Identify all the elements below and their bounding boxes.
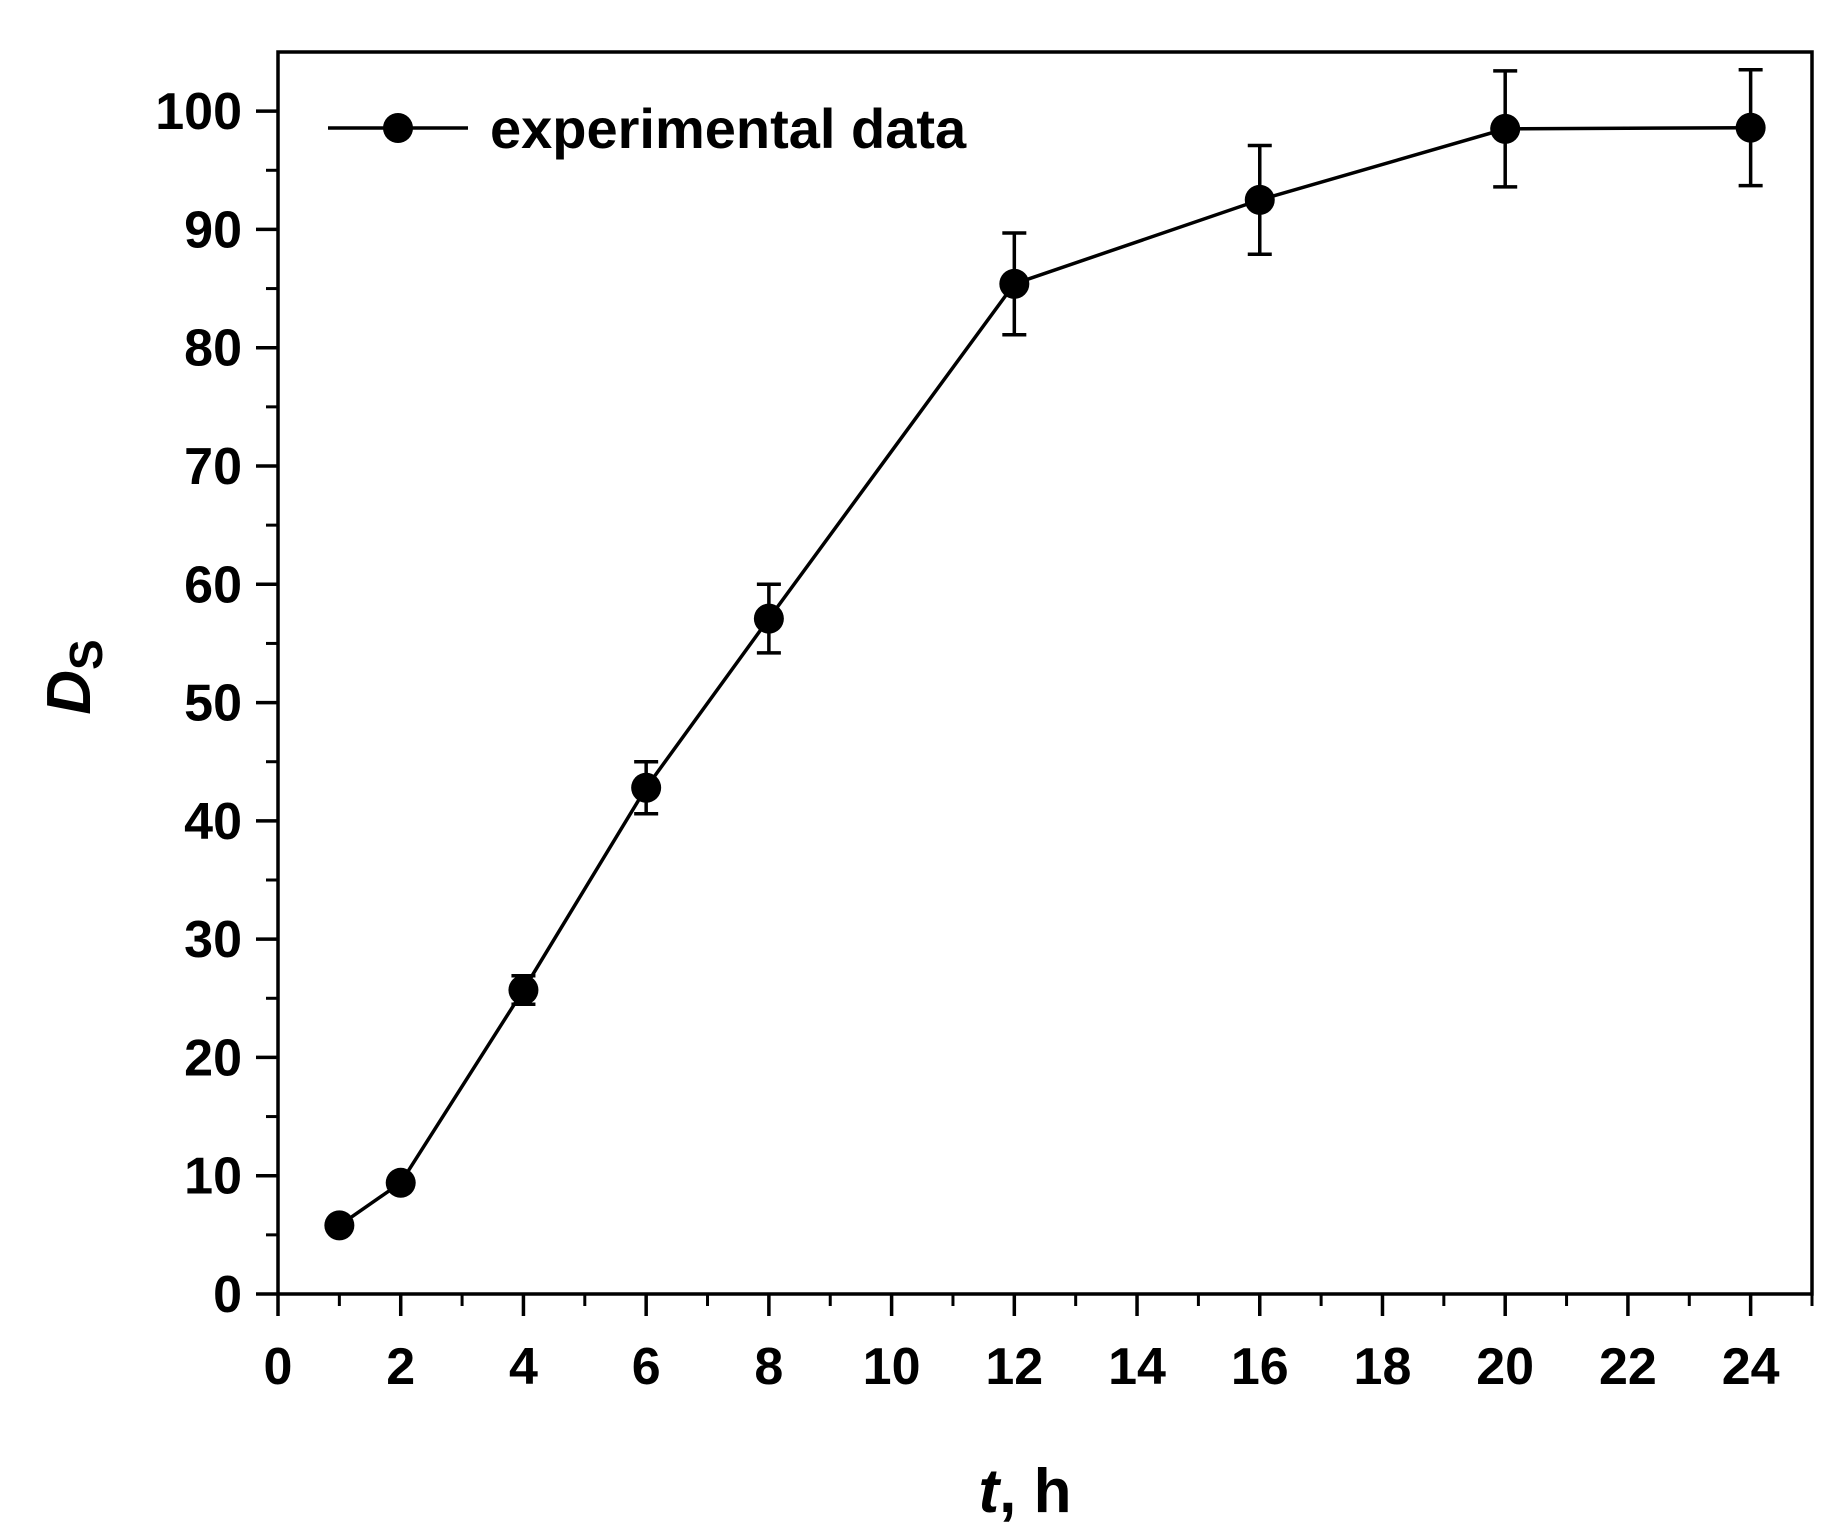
data-point (753, 603, 784, 634)
series-line (338, 125, 1751, 1227)
legend-label: experimental data (490, 97, 967, 160)
x-tick-label: 2 (386, 1338, 415, 1396)
y-tick-label: 70 (184, 438, 242, 496)
legend-marker (383, 113, 413, 143)
x-axis-title-variable: t (979, 1457, 1002, 1526)
x-tick-label: 10 (863, 1338, 921, 1396)
data-point (999, 268, 1030, 299)
x-tick-label: 4 (509, 1338, 538, 1396)
y-axis-title-subscript: S (60, 639, 112, 670)
x-tick-label: 12 (985, 1338, 1043, 1396)
legend: experimental data (328, 97, 967, 160)
plot-frame-layer (276, 50, 1814, 1296)
y-tick-label: 10 (184, 1148, 242, 1206)
x-axis-title-unit: , h (999, 1457, 1071, 1526)
y-tick-label: 40 (184, 793, 242, 851)
ticks-layer: 0 2 4 6 8 10 12 14 16 18 20 22 240102030405060708090… (155, 83, 1814, 1396)
x-tick-label: 0 (264, 1338, 293, 1396)
data-point (1735, 112, 1766, 143)
y-tick-label: 20 (184, 1029, 242, 1087)
y-axis-title: DS (35, 639, 112, 714)
data-point (324, 1210, 355, 1241)
x-axis-title: t, h (979, 1457, 1072, 1526)
x-tick-label: 8 (754, 1338, 783, 1396)
data-point (1244, 184, 1275, 215)
y-tick-label: 60 (184, 556, 242, 614)
data-point (385, 1167, 416, 1198)
x-tick-label: 22 (1599, 1338, 1657, 1396)
x-tick-label: 20 (1476, 1338, 1534, 1396)
y-tick-label: 30 (184, 911, 242, 969)
x-tick-label: 24 (1722, 1338, 1780, 1396)
y-tick-label: 90 (184, 201, 242, 259)
data-point (1490, 113, 1521, 144)
x-tick-label: 14 (1108, 1338, 1166, 1396)
x-tick-label: 16 (1231, 1338, 1289, 1396)
y-tick-label: 0 (213, 1266, 242, 1324)
data-point (508, 975, 539, 1006)
y-tick-label: 100 (155, 83, 242, 141)
x-tick-label: 18 (1354, 1338, 1412, 1396)
data-layer (324, 67, 1766, 1241)
y-tick-label: 50 (184, 675, 242, 733)
y-tick-label: 80 (184, 320, 242, 378)
x-tick-label: 6 (632, 1338, 661, 1396)
y-axis-title-main: D (35, 670, 104, 715)
data-point (631, 772, 662, 803)
plot-frame (276, 50, 1814, 1296)
